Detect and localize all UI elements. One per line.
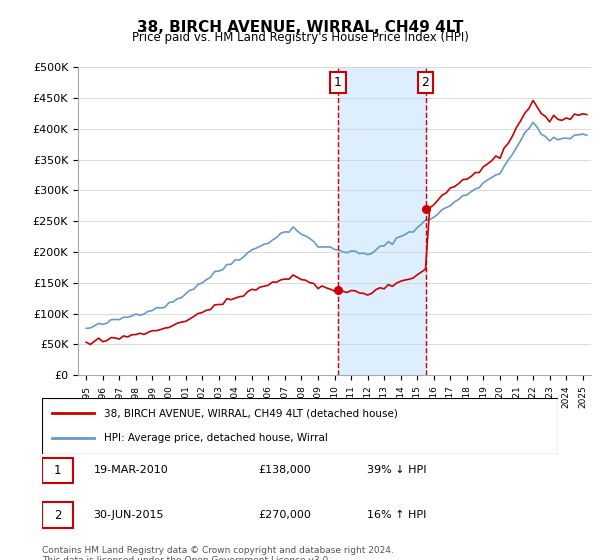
Text: £270,000: £270,000 (259, 510, 311, 520)
Text: 2: 2 (54, 508, 61, 522)
Text: £138,000: £138,000 (259, 465, 311, 475)
FancyBboxPatch shape (42, 502, 73, 528)
Text: 39% ↓ HPI: 39% ↓ HPI (367, 465, 427, 475)
Text: 1: 1 (54, 464, 61, 477)
Text: 19-MAR-2010: 19-MAR-2010 (94, 465, 169, 475)
Text: 30-JUN-2015: 30-JUN-2015 (94, 510, 164, 520)
Point (333, 286, 343, 295)
Text: 16% ↑ HPI: 16% ↑ HPI (367, 510, 427, 520)
Text: Contains HM Land Registry data © Crown copyright and database right 2024.
This d: Contains HM Land Registry data © Crown c… (42, 546, 394, 560)
Text: 2: 2 (422, 76, 430, 89)
Text: 38, BIRCH AVENUE, WIRRAL, CH49 4LT (detached house): 38, BIRCH AVENUE, WIRRAL, CH49 4LT (deta… (104, 408, 398, 418)
Text: 38, BIRCH AVENUE, WIRRAL, CH49 4LT: 38, BIRCH AVENUE, WIRRAL, CH49 4LT (137, 20, 463, 35)
Text: 1: 1 (334, 76, 342, 89)
Text: HPI: Average price, detached house, Wirral: HPI: Average price, detached house, Wirr… (104, 433, 328, 443)
FancyBboxPatch shape (42, 458, 73, 483)
FancyBboxPatch shape (42, 398, 558, 454)
Point (421, 204, 430, 213)
Text: Price paid vs. HM Land Registry's House Price Index (HPI): Price paid vs. HM Land Registry's House … (131, 31, 469, 44)
Bar (338, 67, 425, 375)
